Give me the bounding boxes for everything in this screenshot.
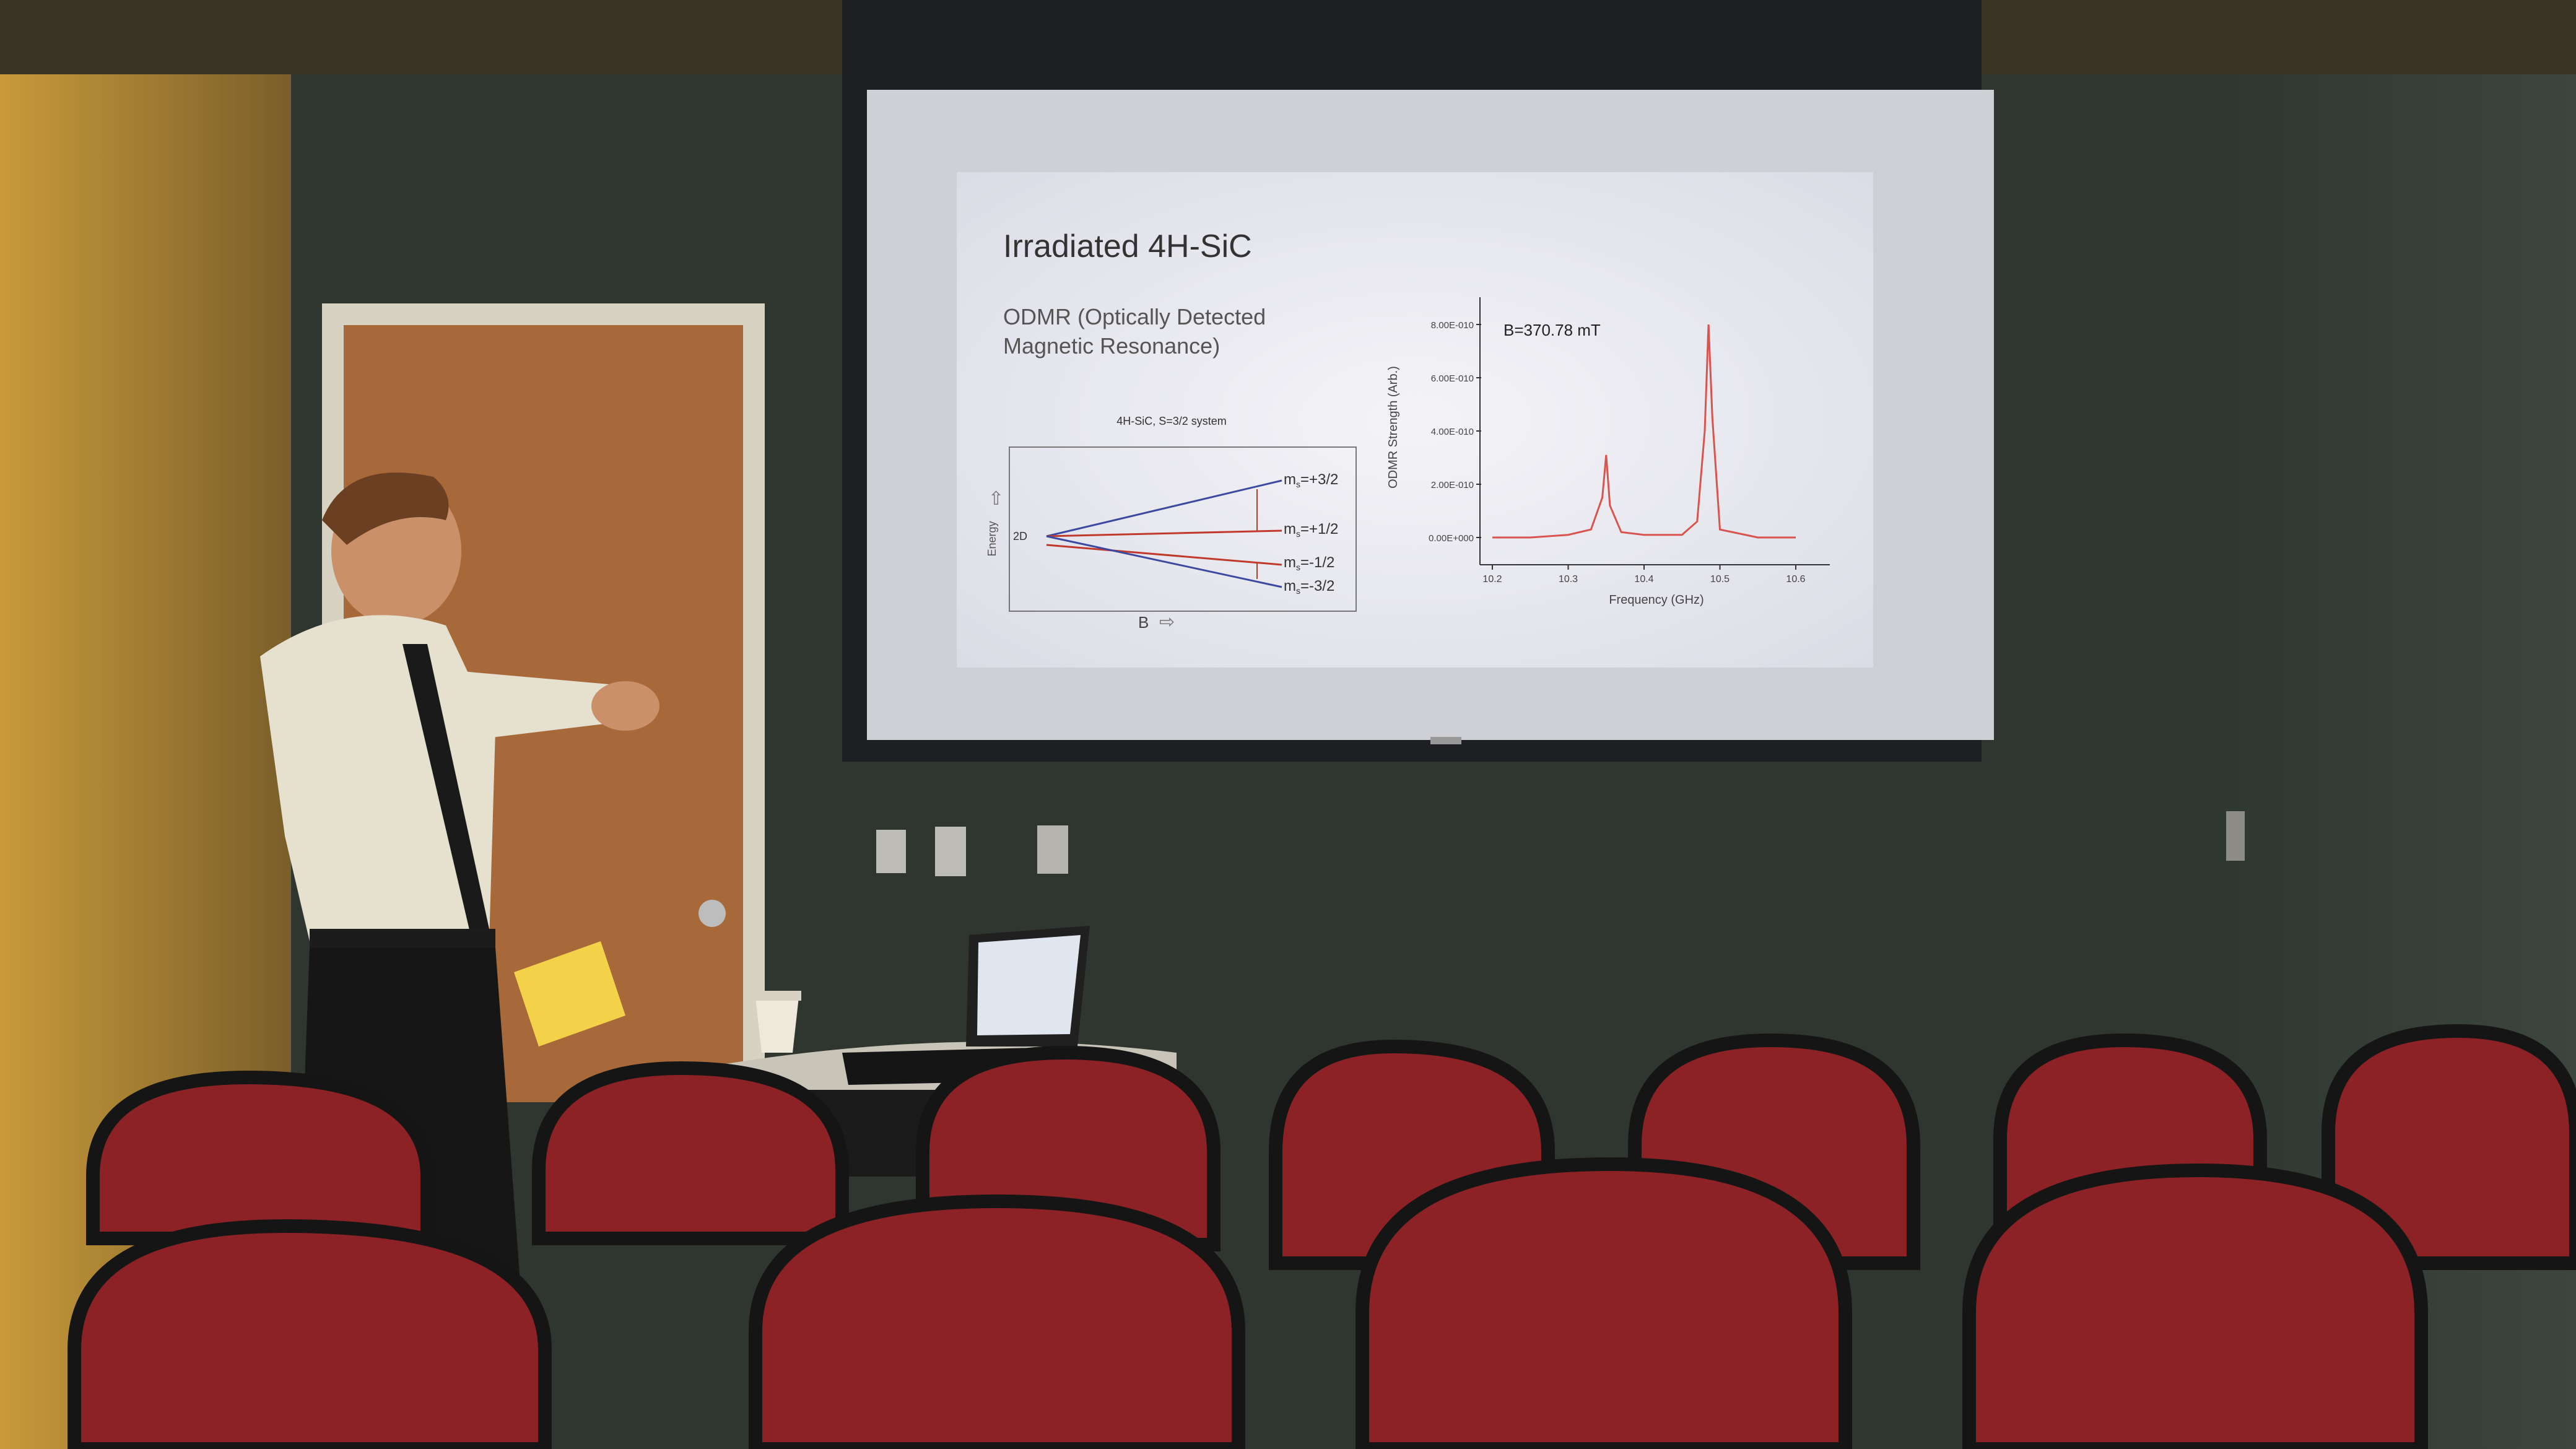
- wall-switch: [1037, 825, 1068, 874]
- b-axis-label: B: [1138, 613, 1149, 632]
- projector-screen: [842, 0, 1994, 762]
- x-tick-labels: 10.2 10.3 10.4 10.5 10.6: [1482, 565, 1806, 585]
- slide-subtitle-line: Magnetic Resonance): [1003, 333, 1221, 359]
- y-tick-label: 4.00E-010: [1431, 427, 1474, 437]
- level-label: ms=+3/2: [1284, 471, 1338, 489]
- y-tick-label: 2.00E-010: [1431, 480, 1474, 490]
- level-line-plus-one-half: [1046, 529, 1282, 537]
- level-line-plus-three-halves: [1046, 479, 1282, 537]
- chart-annotation: B=370.78 mT: [1503, 321, 1601, 339]
- energy-axis-label: Energy: [986, 521, 998, 556]
- x-tick-label: 10.6: [1786, 574, 1805, 585]
- level-line-minus-one-half: [1046, 544, 1282, 566]
- level-label: ms=-3/2: [1284, 578, 1334, 596]
- energy-diagram-frame: [1009, 446, 1357, 612]
- wall-switch: [935, 827, 966, 876]
- chairs: [67, 1024, 2576, 1449]
- y-tick-labels: 0.00E+000 2.00E-010 4.00E-010 6.00E-010 8.00…: [1429, 320, 1481, 544]
- slide-title: Irradiated 4H-SiC: [1003, 228, 1252, 264]
- wall-switch: [2226, 811, 2245, 861]
- level-label: ms=-1/2: [1284, 554, 1334, 572]
- chart-y-label: ODMR Strength (Arb.): [1386, 366, 1400, 489]
- x-tick-label: 10.5: [1710, 574, 1730, 585]
- y-tick-label: 6.00E-010: [1431, 373, 1474, 384]
- chart-x-label: Frequency (GHz): [1609, 593, 1704, 607]
- b-right-arrow: ⇨: [1159, 612, 1175, 632]
- energy-diagram: 4H-SiC, S=3/2 system Energy ⇧ 2D ms=+3/2…: [986, 415, 1357, 632]
- level-line-minus-three-halves: [1046, 535, 1282, 588]
- yellow-notepad: [514, 941, 625, 1046]
- level-label: ms=+1/2: [1284, 521, 1338, 539]
- y-tick-label: 0.00E+000: [1429, 533, 1474, 544]
- energy-up-arrow: ⇧: [988, 489, 1004, 509]
- slide-subtitle: ODMR (Optically Detected Magnetic Resona…: [1003, 302, 1387, 360]
- odmr-chart: 0.00E+000 2.00E-010 4.00E-010 6.00E-010 8.00…: [1386, 297, 1830, 607]
- slide: [957, 172, 1873, 668]
- slide-subtitle-line: ODMR (Optically Detected: [1003, 304, 1266, 329]
- level-2d-label: 2D: [1013, 530, 1027, 542]
- odmr-series-line: [1492, 324, 1796, 539]
- wall-switch: [876, 830, 906, 873]
- coffee-cup: [753, 991, 801, 1053]
- door-handle: [698, 900, 726, 927]
- energy-diagram-title: 4H-SiC, S=3/2 system: [1116, 415, 1227, 427]
- x-tick-label: 10.2: [1482, 574, 1502, 585]
- y-tick-label: 8.00E-010: [1431, 320, 1474, 331]
- x-tick-label: 10.4: [1634, 574, 1653, 585]
- x-tick-label: 10.3: [1559, 574, 1578, 585]
